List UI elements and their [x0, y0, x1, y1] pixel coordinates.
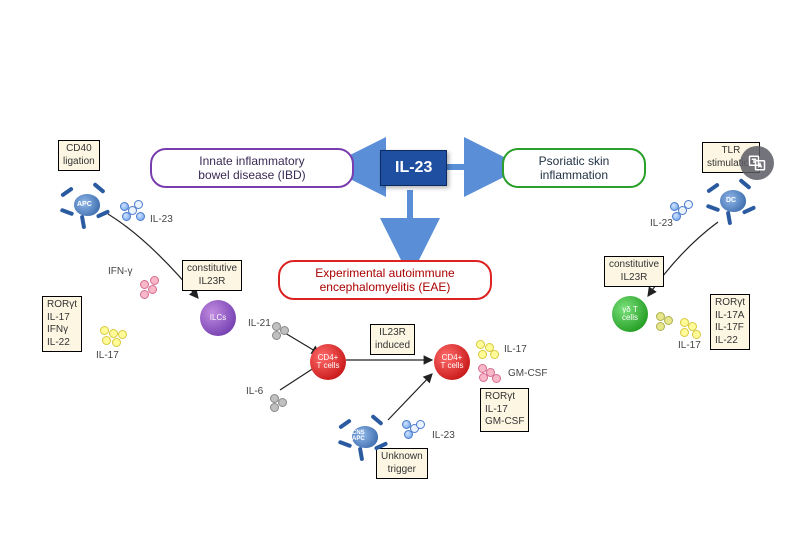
diagram-stage: IL-23 Innate inflammatorybowel disease (…	[0, 0, 793, 543]
label-il23-left: IL-23	[150, 214, 173, 225]
dc-right-cell: DC	[708, 176, 758, 226]
box-right-outputs: RORγtIL-17AIL-17FIL-22	[710, 294, 750, 350]
pill-eae: Experimental autoimmuneencephalomyelitis…	[278, 260, 492, 300]
label-il6: IL-6	[246, 386, 263, 397]
apc-left-cell: APC	[62, 180, 112, 230]
box-constitutive-il23r-right: constitutiveIL23R	[604, 256, 664, 287]
translate-badge-icon[interactable]	[740, 146, 774, 180]
box-left-outputs: RORγtIL-17IFNγIL-22	[42, 296, 82, 352]
cns-apc-label: CNSAPC	[352, 430, 365, 442]
box-eae-outputs: RORγtIL-17GM-CSF	[480, 388, 529, 432]
ilc-cell: ILCs	[200, 300, 236, 336]
center-il23: IL-23	[380, 150, 447, 186]
label-il17-mid: IL-17	[504, 344, 527, 355]
cd4-tcell-right: CD4+T cells	[434, 344, 470, 380]
apc-left-label: APC	[77, 201, 92, 208]
label-il23-mid: IL-23	[432, 430, 455, 441]
box-constitutive-il23r-left: constitutiveIL23R	[182, 260, 242, 291]
dc-label: DC	[726, 197, 736, 204]
cns-apc-cell: CNSAPC	[340, 412, 390, 462]
cd4-tcell-left: CD4+T cells	[310, 344, 346, 380]
label-il23-right: IL-23	[650, 218, 673, 229]
label-gmcsf: GM-CSF	[508, 368, 547, 379]
box-cd40-ligation: CD40ligation	[58, 140, 100, 171]
gdT-cell: γδ Tcells	[612, 296, 648, 332]
box-il23r-induced: IL23Rinduced	[370, 324, 415, 355]
pill-psoriasis: Psoriatic skininflammation	[502, 148, 646, 188]
pill-ibd: Innate inflammatorybowel disease (IBD)	[150, 148, 354, 188]
label-il17-left: IL-17	[96, 350, 119, 361]
label-il17-right: IL-17	[678, 340, 701, 351]
label-il21: IL-21	[248, 318, 271, 329]
label-ifng: IFN-γ	[108, 266, 132, 277]
